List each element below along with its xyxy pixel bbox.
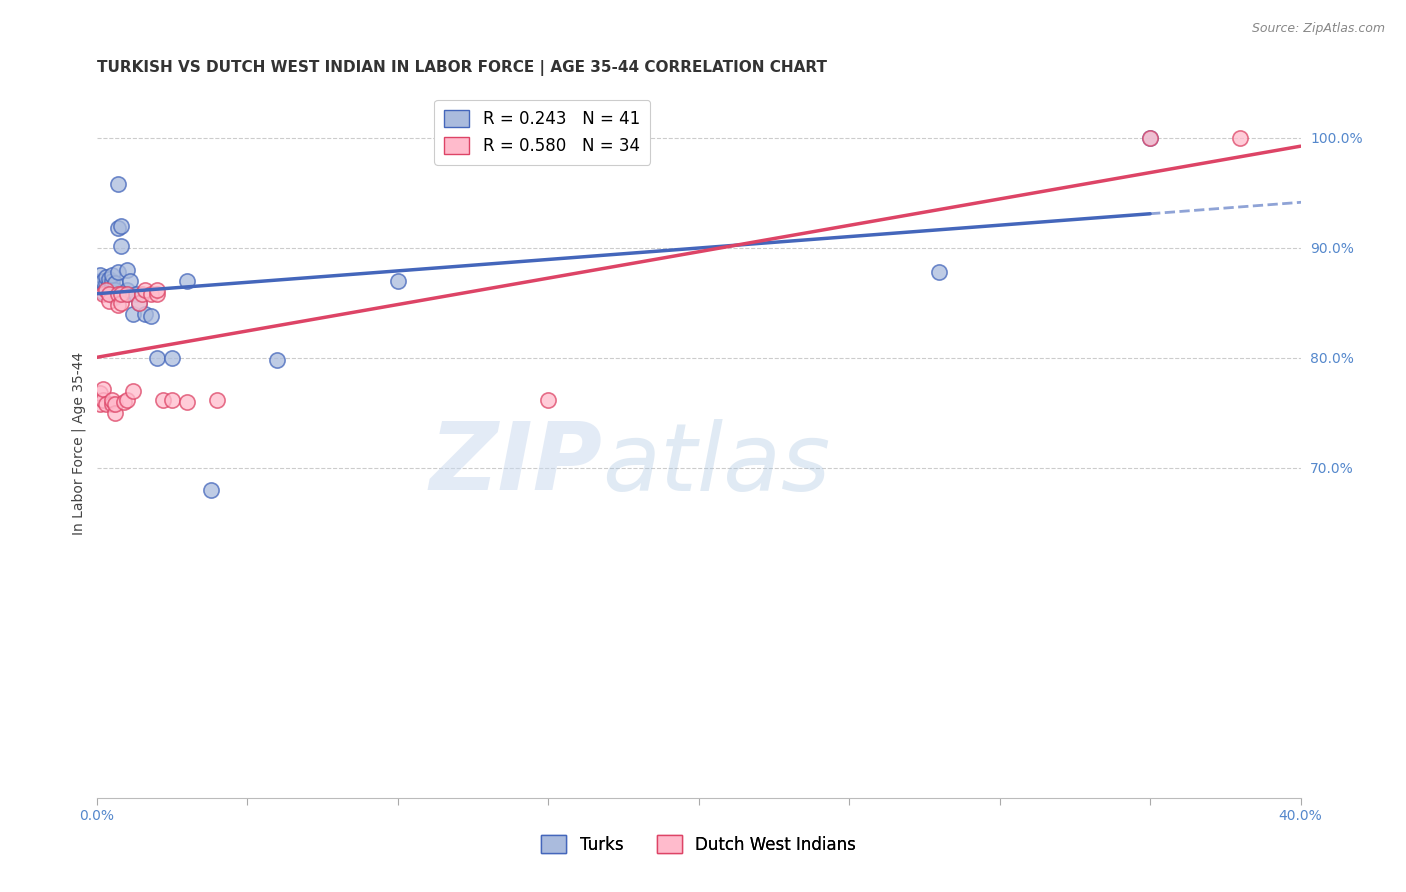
Point — [89, 274, 111, 288]
Point — [128, 295, 150, 310]
Point — [118, 274, 141, 288]
Point — [134, 307, 156, 321]
Point — [91, 285, 114, 299]
Point — [104, 283, 127, 297]
Point — [101, 268, 124, 283]
Point — [122, 384, 145, 398]
Point — [97, 277, 120, 291]
Point — [94, 270, 117, 285]
Point — [115, 262, 138, 277]
Point — [112, 287, 135, 301]
Point — [97, 283, 120, 297]
Point — [104, 290, 127, 304]
Point — [146, 287, 169, 301]
Point — [152, 392, 174, 407]
Point — [107, 177, 129, 191]
Point — [1139, 130, 1161, 145]
Point — [176, 394, 198, 409]
Point — [537, 392, 560, 407]
Point — [115, 287, 138, 301]
Point — [104, 276, 127, 290]
Point — [128, 295, 150, 310]
Point — [101, 392, 124, 407]
Point — [200, 483, 222, 497]
Point — [928, 265, 950, 279]
Point — [97, 287, 120, 301]
Point — [139, 287, 162, 301]
Point — [101, 287, 124, 301]
Y-axis label: In Labor Force | Age 35-44: In Labor Force | Age 35-44 — [72, 351, 86, 534]
Text: atlas: atlas — [602, 418, 831, 509]
Point — [94, 283, 117, 297]
Point — [1139, 130, 1161, 145]
Point — [125, 287, 148, 301]
Point — [131, 287, 153, 301]
Point — [101, 274, 124, 288]
Point — [104, 406, 127, 420]
Point — [104, 397, 127, 411]
Point — [94, 397, 117, 411]
Point — [107, 221, 129, 235]
Point — [110, 238, 132, 252]
Point — [110, 287, 132, 301]
Point — [122, 307, 145, 321]
Point — [97, 293, 120, 308]
Point — [146, 351, 169, 365]
Point — [89, 268, 111, 283]
Point — [110, 295, 132, 310]
Point — [107, 298, 129, 312]
Point — [91, 382, 114, 396]
Point — [139, 309, 162, 323]
Point — [176, 274, 198, 288]
Text: ZIP: ZIP — [429, 418, 602, 510]
Point — [94, 276, 117, 290]
Point — [94, 283, 117, 297]
Legend: Turks, Dutch West Indians: Turks, Dutch West Indians — [534, 829, 863, 860]
Point — [91, 392, 114, 407]
Point — [112, 394, 135, 409]
Point — [89, 386, 111, 401]
Point — [205, 392, 228, 407]
Point — [91, 287, 114, 301]
Point — [107, 287, 129, 301]
Point — [115, 392, 138, 407]
Point — [101, 283, 124, 297]
Point — [1229, 130, 1251, 145]
Point — [115, 287, 138, 301]
Text: Source: ZipAtlas.com: Source: ZipAtlas.com — [1251, 22, 1385, 36]
Point — [110, 219, 132, 233]
Point — [101, 397, 124, 411]
Point — [146, 283, 169, 297]
Text: TURKISH VS DUTCH WEST INDIAN IN LABOR FORCE | AGE 35-44 CORRELATION CHART: TURKISH VS DUTCH WEST INDIAN IN LABOR FO… — [97, 60, 827, 76]
Point — [115, 283, 138, 297]
Point — [101, 278, 124, 293]
Point — [89, 397, 111, 411]
Point — [134, 283, 156, 297]
Point — [160, 392, 183, 407]
Point — [107, 265, 129, 279]
Point — [97, 271, 120, 285]
Point — [91, 274, 114, 288]
Point — [387, 274, 409, 288]
Point — [266, 353, 288, 368]
Point — [160, 351, 183, 365]
